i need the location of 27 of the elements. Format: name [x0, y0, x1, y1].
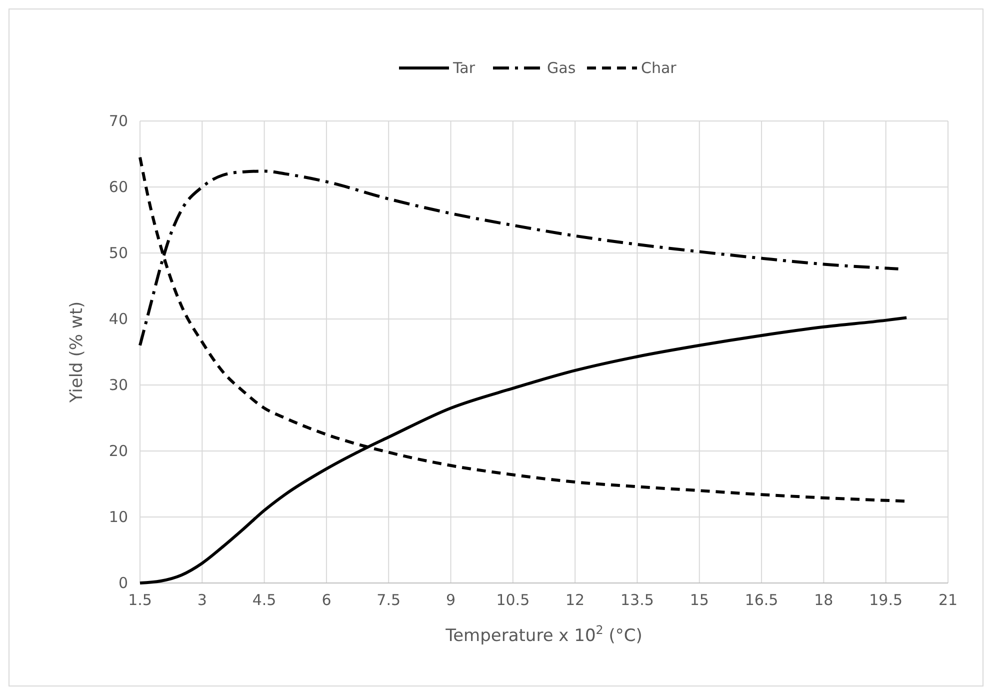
x-tick-label: 15	[690, 591, 709, 609]
x-tick-label: 1.5	[128, 591, 152, 609]
y-tick-label: 30	[108, 376, 128, 394]
x-tick-label: 19.5	[869, 591, 903, 609]
legend-label: Gas	[547, 59, 576, 77]
x-tick-label: 7.5	[376, 591, 401, 609]
y-tick-label: 10	[108, 508, 128, 526]
y-tick-label: 60	[108, 178, 128, 196]
x-tick-label: 18	[814, 591, 834, 609]
y-tick-label: 40	[108, 310, 128, 328]
x-tick-label: 16.5	[744, 591, 778, 609]
x-tick-label: 10.5	[496, 591, 530, 609]
y-tick-label: 0	[118, 574, 128, 592]
x-tick-label: 3	[197, 591, 207, 609]
x-tick-label: 9	[446, 591, 456, 609]
legend-label: Char	[641, 59, 678, 77]
x-tick-label: 13.5	[620, 591, 654, 609]
x-tick-label: 21	[938, 591, 958, 609]
x-axis-title: Temperature x 10$^{2}$ (°C)	[444, 623, 642, 646]
y-tick-label: 50	[108, 244, 128, 262]
x-tick-label: 12	[566, 591, 585, 609]
y-axis-title: Yield (% wt)	[67, 301, 87, 404]
x-tick-label: 4.5	[252, 591, 276, 609]
x-tick-label: 6	[322, 591, 332, 609]
y-tick-label: 70	[108, 112, 128, 130]
legend-label: Tar	[452, 59, 476, 77]
y-tick-label: 20	[108, 442, 128, 460]
